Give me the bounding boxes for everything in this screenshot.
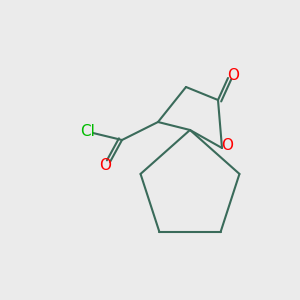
- Text: O: O: [99, 158, 111, 172]
- Text: O: O: [227, 68, 239, 83]
- Text: Cl: Cl: [81, 124, 95, 139]
- Text: O: O: [221, 139, 233, 154]
